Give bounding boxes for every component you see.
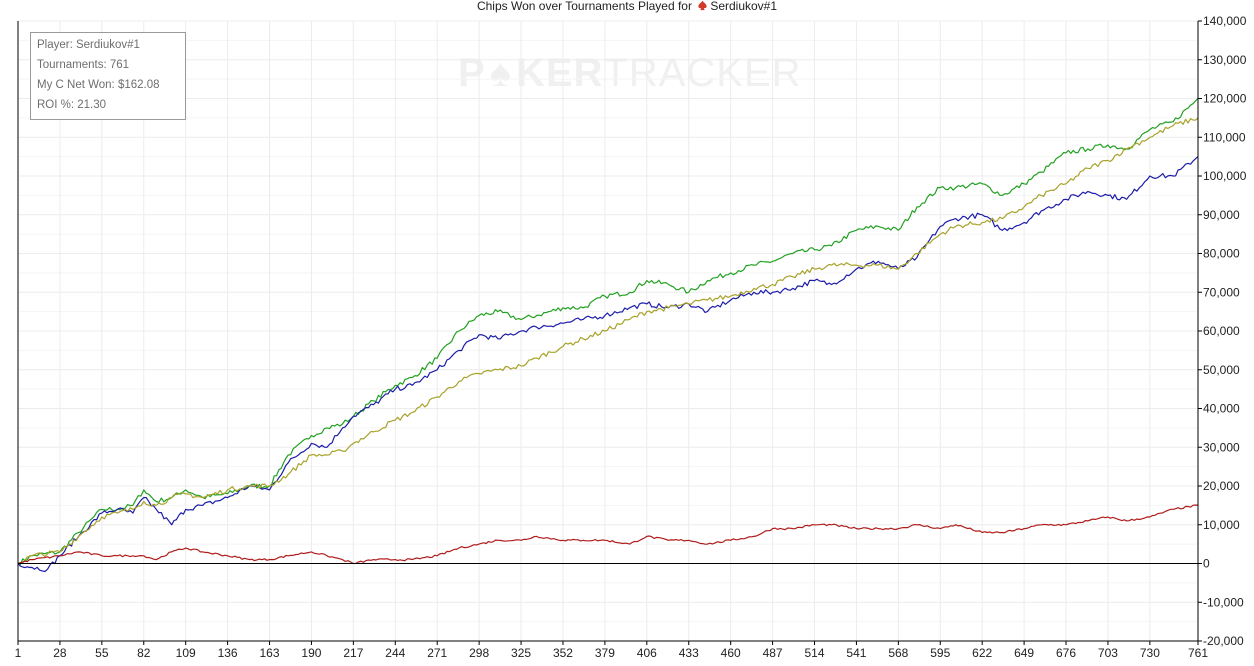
x-tick-label: 761 (1188, 646, 1208, 660)
x-tick-label: 271 (427, 646, 447, 660)
y-tick-label: 50,000 (1203, 363, 1240, 377)
watermark-part-3: TRACKER (603, 51, 801, 95)
y-tick-label: 40,000 (1203, 402, 1240, 416)
axes (17, 20, 1202, 645)
y-tick-label: 70,000 (1203, 285, 1240, 299)
x-tick-label: 703 (1098, 646, 1118, 660)
y-tick-label: 100,000 (1203, 169, 1247, 183)
y-tick-label: 140,000 (1203, 14, 1247, 28)
x-tick-label: 28 (53, 646, 67, 660)
series-line-olive (17, 117, 1199, 565)
info-player: Player: Serdiukov#1 (37, 39, 140, 51)
y-tick-label: 120,000 (1203, 92, 1247, 106)
x-tick-label: 595 (930, 646, 950, 660)
y-tick-label: 10,000 (1203, 518, 1240, 532)
info-net-won: My C Net Won: $162.08 (37, 79, 160, 91)
x-tick-label: 622 (972, 646, 992, 660)
grid-lines (17, 20, 1199, 642)
watermark-spade-icon: ♠ (490, 51, 512, 95)
x-tick-label: 109 (176, 646, 196, 660)
tick-labels: -20,000 -10,000 0 10,000 20,000 30,000 40,000 5… (15, 14, 1247, 660)
watermark-part-1: P (458, 51, 486, 95)
x-tick-label: 55 (95, 646, 109, 660)
x-tick-label: 460 (721, 646, 741, 660)
y-tick-label: -20,000 (1203, 634, 1244, 648)
x-tick-label: 541 (846, 646, 866, 660)
x-tick-label: 190 (301, 646, 321, 660)
series-lines (17, 98, 1199, 573)
x-tick-label: 352 (553, 646, 573, 660)
x-tick-label: 676 (1056, 646, 1076, 660)
x-tick-label: 487 (763, 646, 783, 660)
y-tick-label: 20,000 (1203, 479, 1240, 493)
x-tick-label: 649 (1014, 646, 1034, 660)
y-tick-label: 80,000 (1203, 247, 1240, 261)
x-tick-label: 136 (218, 646, 238, 660)
y-tick-label: 130,000 (1203, 53, 1247, 67)
x-tick-label: 433 (679, 646, 699, 660)
poker-tracker-watermark: P ♠ KERTRACKER (458, 51, 802, 95)
chart-title: Chips Won over Tournaments Played for Se… (0, 0, 1254, 12)
x-tick-label: 1 (15, 646, 22, 660)
info-tournaments: Tournaments: 761 (37, 59, 130, 71)
x-tick-label: 514 (804, 646, 824, 660)
y-tick-label: -10,000 (1203, 595, 1244, 609)
series-line-green (17, 98, 1199, 566)
x-tick-label: 163 (260, 646, 280, 660)
chart-title-prefix: Chips Won over Tournaments Played for (476, 0, 692, 13)
y-tick-label: 60,000 (1203, 324, 1240, 338)
x-tick-label: 406 (637, 646, 657, 660)
series-line-red (17, 504, 1199, 565)
y-tick-label: 110,000 (1203, 130, 1246, 144)
poker-chip-icon (698, 0, 707, 11)
x-tick-label: 217 (343, 646, 363, 660)
y-tick-label: 30,000 (1203, 440, 1240, 454)
x-tick-label: 82 (137, 646, 151, 660)
y-tick-label: 90,000 (1203, 208, 1240, 222)
x-tick-label: 379 (595, 646, 615, 660)
series-line-blue (17, 156, 1199, 573)
chart-title-player: Serdiukov#1 (710, 0, 778, 13)
x-tick-label: 730 (1140, 646, 1160, 660)
info-roi: ROI %: 21.30 (37, 99, 107, 111)
stats-info-box: Player: Serdiukov#1 Tournaments: 761 My … (30, 32, 186, 120)
x-tick-label: 244 (385, 646, 405, 660)
watermark-part-2: KER (516, 51, 603, 95)
x-tick-label: 298 (469, 646, 489, 660)
x-tick-label: 325 (511, 646, 531, 660)
x-tick-label: 568 (888, 646, 908, 660)
y-tick-label: 0 (1203, 557, 1210, 571)
